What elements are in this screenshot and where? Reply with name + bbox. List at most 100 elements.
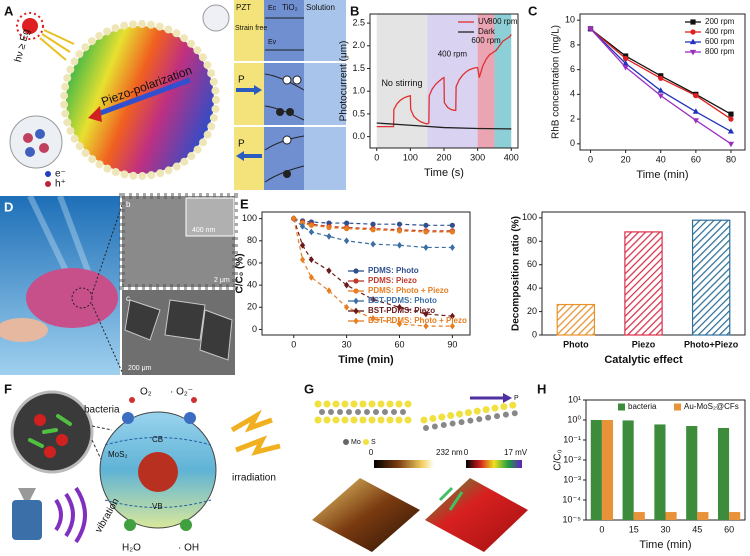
marker [370,221,376,227]
potential-colorbar [466,460,522,468]
electron-dot [25,147,35,157]
vb-label: VB [152,502,163,511]
y-tick-label: 60 [527,259,537,269]
sub-label: b [126,200,131,209]
y-tick-label: 2.0 [352,40,365,50]
p-arrowhead [503,393,512,403]
y-tick-label: 40 [247,280,257,290]
region [477,14,495,148]
marker [423,322,429,330]
atom-label: Mo [351,439,361,446]
marker [396,303,403,311]
scale-bar: 2 μm [214,277,230,284]
y-tick-label: 60 [247,257,257,267]
s-key [363,439,369,445]
panel-g: G P Mo S 0 232 nm 0 17 mV [304,381,528,552]
marker [690,29,696,35]
legend-label: 600 rpm [705,37,735,46]
y-tick-label: 80 [527,236,537,246]
marker [326,232,332,240]
x-tick-label: 30 [342,339,352,349]
y-tick-label: 2 [570,113,575,123]
marker [299,223,306,230]
region-label: No stirring [381,78,422,88]
zoom-lines [91,204,123,373]
y-tick-label: 20 [527,306,537,316]
marker [622,60,629,66]
p-label: P [238,139,245,150]
marker [370,227,376,233]
pfm-surface [425,478,528,552]
marker [657,87,664,93]
lightning [230,409,273,433]
legend-label: PDMS: Photo + Piezo [368,286,449,295]
x-tick-label: Photo+Piezo [684,339,739,349]
zoom-circle [71,287,93,309]
marker [326,267,332,275]
column-label: TiO₂ [282,3,298,12]
bar [622,420,634,520]
legend-label: Dark [478,27,496,36]
panel-letter: F [4,381,12,396]
bar [624,231,663,336]
bar [717,427,730,520]
y-tick-label: 4 [570,89,575,99]
sem-pores [124,299,233,361]
marker [657,93,664,99]
p-arrowhead [236,151,244,161]
marker [353,278,359,284]
marker [299,241,306,249]
marker [449,312,455,320]
marker [353,307,359,315]
x-tick-label: 20 [621,154,631,164]
region-label: 400 rpm [438,49,468,58]
mos2-core [138,452,178,492]
marker [449,222,455,228]
vibration-waves [54,486,87,544]
x-tick-label: Piezo [632,339,656,349]
marker [353,288,359,294]
marker [623,55,629,62]
pfm-domain [438,486,464,511]
x-tick-label: 0 [291,339,296,349]
y-tick-label: 10⁰ [567,414,581,424]
mo-atoms [423,409,525,431]
x-axis-label: Time (min) [636,169,688,181]
panel-letter: H [537,381,546,396]
superoxide-label: · O₂⁻ [170,387,193,398]
legend-swatch [674,403,681,411]
panel-f: F bacteria O₂ · O₂⁻ CB MoS₂ VB irradiati… [4,381,281,554]
marker [308,228,314,236]
y-axis-label: C/C₀ (%) [235,253,246,293]
x-tick-label: 40 [656,154,666,164]
x-tick-label: 200 [436,152,451,162]
marker [291,215,297,223]
pzt-column [234,0,264,190]
hole-dot [23,133,33,143]
marker [423,244,429,251]
y-tick-label: 10⁻⁵ [563,514,582,524]
y-tick-label: 6 [570,64,575,74]
y-tick-label: 10⁻¹ [563,434,581,444]
p-arrowhead [254,85,262,95]
y-tick-label: 10 [565,15,575,25]
zoom-sphere-small [202,4,230,32]
marker [353,268,359,274]
marker [396,241,403,249]
marker [344,281,350,289]
plot-frame [579,13,746,151]
y-tick-label: 1.5 [352,63,365,73]
marker [449,322,455,330]
hole-key [45,181,51,187]
panel-letter: C [528,3,538,18]
marker [308,256,314,264]
electron-symbol [282,135,292,145]
bar [633,512,645,520]
y-tick-label: 10⁻² [563,454,581,464]
material-label: MoS₂ [108,450,128,459]
s-atoms [420,400,524,424]
electron-label: e⁻ [55,169,66,180]
oxygen-atom [129,397,135,403]
sem-texture [119,193,238,290]
